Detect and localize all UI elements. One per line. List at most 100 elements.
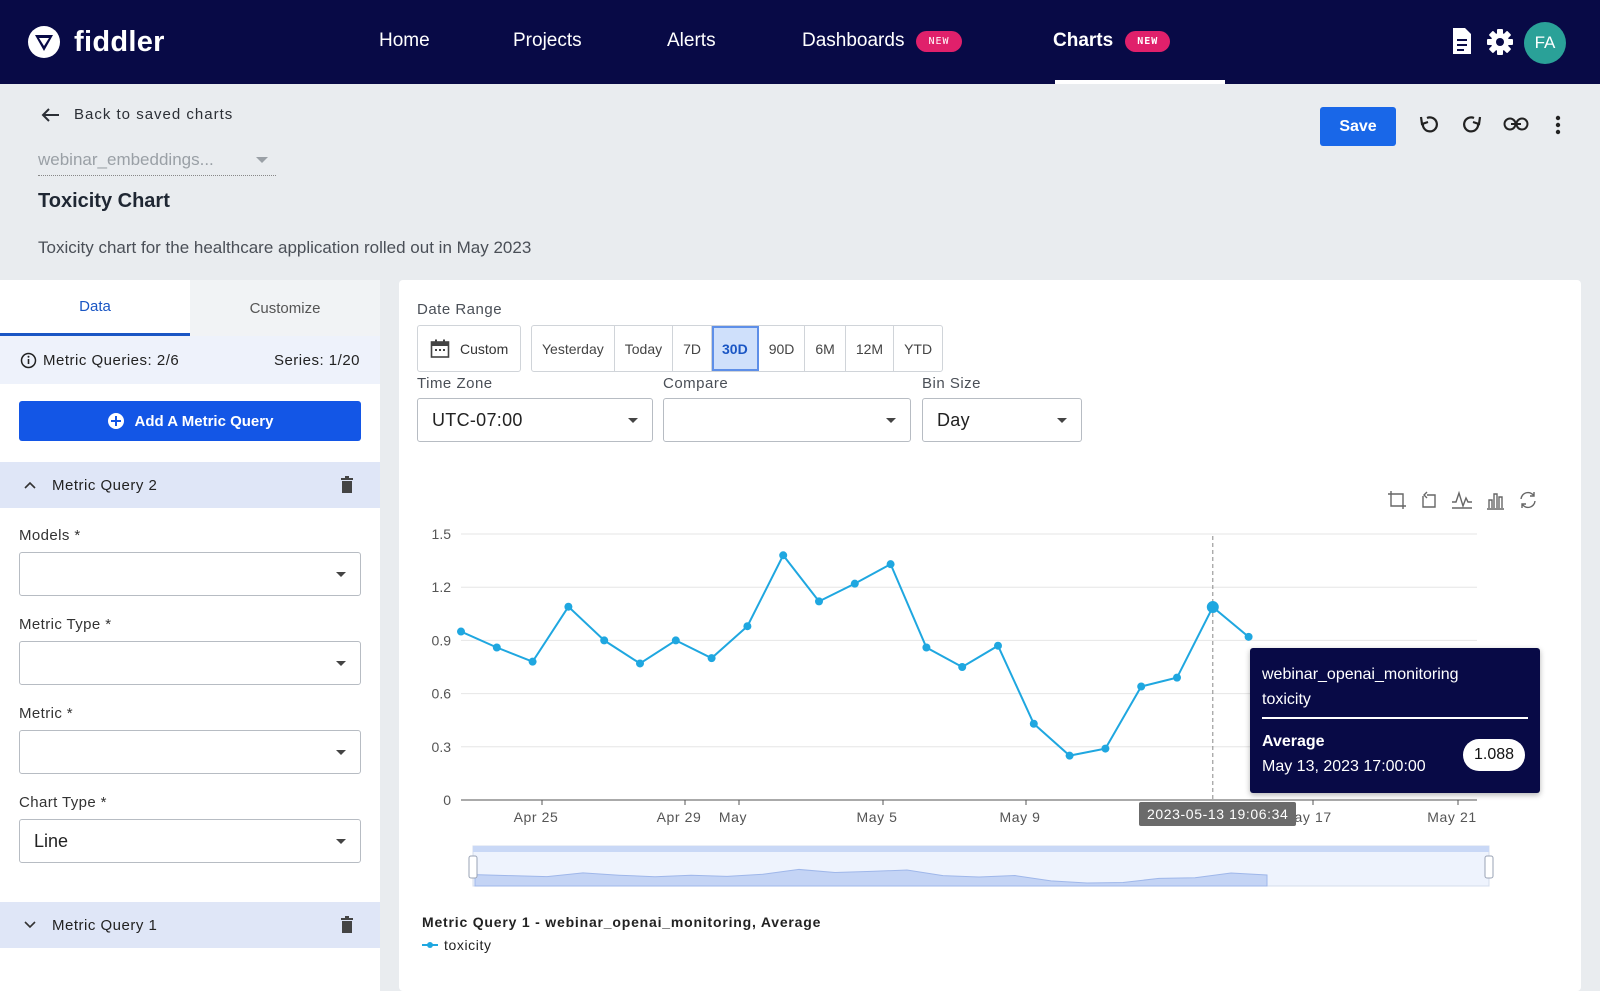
data-point[interactable] — [636, 659, 644, 668]
nav-alerts[interactable]: Alerts — [667, 30, 716, 52]
legend-line-icon — [422, 942, 438, 948]
tab-data[interactable]: Data — [0, 280, 190, 336]
back-to-saved-charts-link[interactable]: Back to saved charts — [40, 106, 233, 123]
data-point[interactable] — [492, 643, 501, 652]
time-zone-value: UTC-07:00 — [432, 409, 523, 430]
model-select[interactable]: webinar_embeddings... — [38, 150, 276, 176]
avatar[interactable]: FA — [1524, 22, 1566, 64]
data-zoom-handle[interactable] — [1484, 855, 1494, 879]
tooltip-title: webinar_openai_monitoring toxicity — [1262, 662, 1459, 712]
tab-customize[interactable]: Customize — [190, 280, 380, 336]
line-chart[interactable]: 0 0.3 0.6 0.9 1.2 1.5 Apr 25 Apr 29 May May 5 May… — [399, 510, 1581, 910]
link-icon[interactable] — [1503, 117, 1529, 131]
save-button[interactable]: Save — [1320, 107, 1396, 146]
add-metric-query-button[interactable]: Add A Metric Query — [19, 401, 361, 441]
nav-dashboards-label: Dashboards — [802, 30, 905, 51]
x-tick-label: Apr 25 — [514, 809, 559, 825]
x-tick-label: Apr 29 — [657, 809, 702, 825]
fiddler-logo-icon — [28, 26, 60, 58]
chevron-down-icon — [256, 157, 268, 163]
tooltip-model: webinar_openai_monitoring — [1262, 666, 1459, 683]
models-select[interactable] — [19, 552, 361, 596]
data-zoom-handle[interactable] — [468, 855, 478, 879]
nav-dashboards[interactable]: Dashboards NEW — [802, 30, 962, 52]
range-90d[interactable]: 90D — [759, 326, 806, 371]
redo-icon[interactable] — [1461, 114, 1483, 136]
data-point[interactable] — [1173, 673, 1181, 682]
range-7d[interactable]: 7D — [673, 326, 713, 371]
nav-projects[interactable]: Projects — [513, 30, 582, 52]
document-icon[interactable] — [1451, 26, 1473, 56]
metric-label: Metric * — [19, 705, 74, 722]
logo[interactable]: fiddler — [26, 24, 165, 60]
data-point[interactable] — [528, 657, 537, 666]
restore-icon[interactable] — [1517, 490, 1539, 510]
data-point[interactable] — [994, 641, 1002, 650]
data-point[interactable] — [886, 560, 895, 569]
data-point[interactable] — [1244, 632, 1253, 641]
x-tick-label: May 9 — [999, 809, 1040, 825]
undo-icon[interactable] — [1418, 114, 1440, 136]
zoom-icon[interactable] — [1387, 490, 1407, 510]
date-range-segments: Yesterday Today 7D 30D 90D 6M 12M YTD — [531, 325, 944, 372]
data-point[interactable] — [850, 579, 859, 588]
data-point[interactable] — [1065, 751, 1074, 760]
data-point[interactable] — [457, 627, 465, 636]
y-tick-label: 0.6 — [432, 686, 452, 702]
data-point[interactable] — [564, 602, 573, 611]
data-point[interactable] — [779, 551, 788, 560]
y-tick-label: 1.2 — [432, 579, 452, 595]
bin-size-select[interactable]: Day — [922, 398, 1082, 442]
time-zone-select[interactable]: UTC-07:00 — [417, 398, 653, 442]
data-point[interactable] — [1029, 719, 1038, 728]
legend-item-toxicity[interactable]: toxicity — [422, 937, 492, 953]
data-point[interactable] — [922, 643, 931, 652]
data-point[interactable] — [958, 663, 967, 671]
chart-type-select[interactable]: Line — [19, 819, 361, 863]
chevron-down-icon[interactable] — [24, 921, 36, 929]
chevron-up-icon[interactable] — [24, 481, 36, 489]
chevron-down-icon — [886, 418, 896, 423]
line-type-icon[interactable] — [1451, 490, 1473, 510]
gear-icon[interactable] — [1486, 28, 1514, 56]
y-tick-label: 1.5 — [432, 526, 452, 542]
data-point[interactable] — [1101, 744, 1110, 753]
range-today[interactable]: Today — [615, 326, 674, 371]
data-point[interactable] — [671, 636, 680, 645]
model-select-value: webinar_embeddings... — [38, 150, 214, 169]
metric-select[interactable] — [19, 730, 361, 774]
more-vertical-icon[interactable] — [1554, 114, 1562, 136]
nav-charts[interactable]: Charts NEW — [1053, 30, 1171, 52]
data-point[interactable] — [743, 622, 752, 631]
trash-icon[interactable] — [340, 476, 354, 493]
nav-home[interactable]: Home — [379, 30, 430, 52]
tooltip-divider — [1262, 717, 1528, 719]
data-point[interactable] — [600, 636, 609, 645]
metric-type-select[interactable] — [19, 641, 361, 685]
metric-query-2-header[interactable]: Metric Query 2 — [0, 462, 380, 508]
bar-type-icon[interactable] — [1485, 490, 1505, 510]
data-zoom-selection[interactable] — [473, 846, 1489, 852]
metric-type-label: Metric Type * — [19, 616, 112, 633]
x-tick-label: May 5 — [856, 809, 897, 825]
range-6m[interactable]: 6M — [805, 326, 846, 371]
data-point[interactable] — [707, 654, 716, 663]
data-point[interactable] — [1206, 601, 1219, 614]
nav-alerts-label: Alerts — [667, 30, 716, 51]
data-point[interactable] — [1137, 682, 1146, 691]
data-point[interactable] — [815, 597, 823, 606]
trash-icon[interactable] — [340, 916, 354, 933]
range-ytd[interactable]: YTD — [904, 340, 933, 357]
range-yesterday[interactable]: Yesterday — [532, 326, 615, 371]
add-metric-query-label: Add A Metric Query — [134, 412, 274, 430]
metric-query-1-header[interactable]: Metric Query 1 — [0, 902, 380, 948]
custom-range-button[interactable]: Custom — [417, 325, 521, 372]
data-zoom-preview — [474, 868, 1268, 887]
time-zone-label: Time Zone — [417, 375, 493, 392]
legend-item-label: toxicity — [444, 937, 492, 953]
tooltip-stat: Average — [1262, 733, 1325, 750]
range-12m[interactable]: 12M — [846, 326, 895, 371]
compare-select[interactable] — [663, 398, 911, 442]
range-30d[interactable]: 30D — [712, 326, 759, 371]
zoom-reset-icon[interactable] — [1419, 490, 1439, 510]
